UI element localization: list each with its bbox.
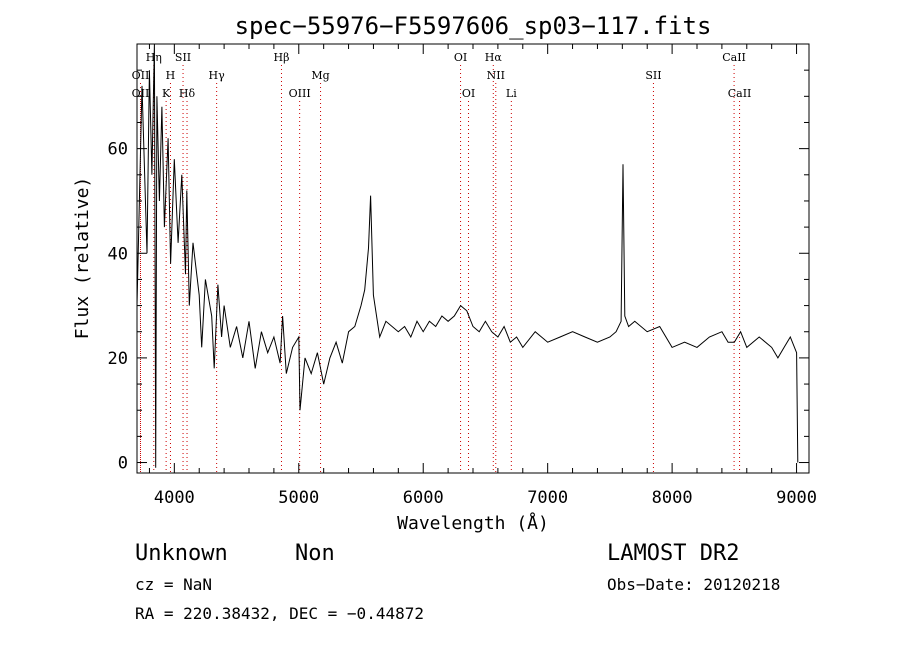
survey-label: LAMOST DR2 [607,541,740,566]
coords-label: RA = 220.38432, DEC = −0.44872 [135,604,424,623]
marker-label-4: H [166,69,176,82]
marker-label-11: OI [454,51,467,64]
marker-label-16: SII [645,69,661,82]
marker-label-14: NII [487,69,505,82]
spectrum-line [136,43,799,468]
x-tick-label: 6000 [403,488,444,508]
x-axis: 4000 5000 6000 7000 8000 9000 [148,44,817,508]
marker-label-7: Hγ [209,69,226,82]
line-markers: OIIOIIHηKHSIIHδHγHβOIIIMgOIOIHαNIILiSIIC… [132,51,752,473]
y-axis: 0 20 40 60 [108,69,809,474]
y-tick-label: 60 [108,140,128,160]
x-tick-label: 9000 [776,488,817,508]
plot-frame [136,43,810,474]
marker-label-12: OI [462,87,475,100]
marker-label-6: Hδ [179,87,196,100]
x-axis-label: Wavelength (Å) [397,512,549,534]
marker-label-17: CaII [722,51,746,64]
marker-label-5: SII [175,51,191,64]
marker-label-9: OIII [289,87,311,100]
x-tick-label: 5000 [278,488,319,508]
marker-label-1: OII [132,87,150,100]
redshift-label: cz = NaN [135,575,213,594]
marker-label-18: CaII [728,87,752,100]
obs-date-label: Obs−Date: 20120218 [607,575,781,594]
subclass-label: Non [295,541,335,566]
class-label: Unknown [135,541,228,566]
marker-label-10: Mg [311,69,329,82]
marker-label-8: Hβ [274,51,290,64]
x-tick-label: 7000 [527,488,568,508]
x-tick-label: 4000 [154,488,195,508]
marker-label-0: OII [132,69,150,82]
marker-label-15: Li [506,87,517,100]
marker-label-3: K [162,87,171,100]
marker-label-13: Hα [485,51,503,64]
y-tick-label: 20 [108,349,128,369]
x-tick-label: 8000 [652,488,693,508]
y-axis-label: Flux (relative) [72,177,93,340]
y-tick-label: 40 [108,244,128,264]
y-tick-label: 0 [118,454,128,474]
chart-title: spec−55976−F5597606_sp03−117.fits [235,12,712,40]
